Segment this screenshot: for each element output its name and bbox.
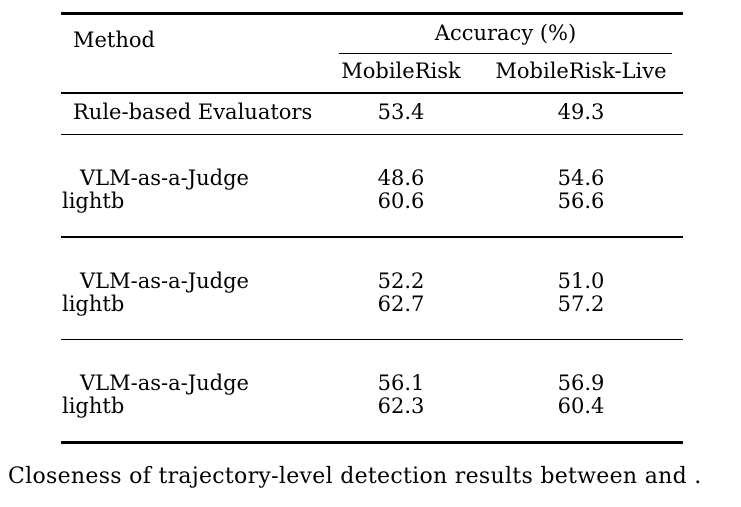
mobilerisk-live-value: 51.0 (557, 268, 605, 293)
mobilerisk-live-value: 57.2 (557, 291, 605, 316)
mobilerisk-value: 53.4 (377, 99, 425, 124)
table-caption: Closeness of trajectory-level detection … (8, 464, 702, 489)
results-table: Method Accuracy (%) MobileRisk MobileRis… (61, 12, 683, 444)
table-row: VLM-as-a-Judge 56.1 56.9 (61, 372, 683, 394)
table-header: Method Accuracy (%) MobileRisk MobileRis… (61, 15, 683, 93)
column-header-mobilerisk-live: MobileRisk-Live (495, 58, 667, 83)
section-rule-3 (61, 338, 683, 340)
section-rule-2 (61, 236, 683, 238)
mobilerisk-live-value: 56.6 (557, 189, 605, 213)
table-row-rule-based: Rule-based Evaluators 53.4 49.3 (61, 94, 683, 134)
mobilerisk-value: 56.1 (377, 371, 425, 395)
mobilerisk-live-value: 56.9 (557, 371, 605, 395)
column-header-mobilerisk: MobileRisk (341, 58, 461, 83)
mobilerisk-value: 60.6 (377, 189, 425, 213)
mobilerisk-live-value: 49.3 (557, 99, 605, 124)
subheader-spacer (61, 60, 339, 83)
table-row: lightb 62.7 57.2 (61, 293, 683, 315)
table-row: lightb 62.3 60.4 (61, 395, 683, 417)
method-cell: VLM-as-a-Judge (80, 268, 249, 293)
method-cell: Rule-based Evaluators (73, 99, 313, 124)
method-cell: lightb (62, 291, 125, 316)
mobilerisk-value: 62.3 (377, 394, 425, 418)
method-cell: VLM-as-a-Judge (80, 371, 249, 395)
subheader-row: MobileRisk MobileRisk-Live (61, 58, 683, 83)
table-row: lightb 60.6 56.6 (61, 190, 683, 212)
column-group-header-accuracy: Accuracy (%) (434, 20, 577, 45)
method-cell: VLM-as-a-Judge (80, 166, 249, 190)
column-header-method: Method (73, 27, 155, 52)
accuracy-group-underline (339, 52, 672, 54)
table-group-2: VLM-as-a-Judge 52.2 51.0 lightb 62.7 57.… (61, 238, 683, 339)
header-bottom-rule (61, 92, 683, 94)
section-rule-1 (61, 133, 683, 135)
mobilerisk-value: 48.6 (377, 166, 425, 190)
table-top-rule (61, 12, 683, 15)
table-group-3: VLM-as-a-Judge 56.1 56.9 lightb 62.3 60.… (61, 340, 683, 441)
table-row: VLM-as-a-Judge 52.2 51.0 (61, 270, 683, 292)
mobilerisk-value: 62.7 (377, 291, 425, 316)
mobilerisk-live-value: 60.4 (557, 394, 605, 418)
mobilerisk-live-value: 54.6 (557, 166, 605, 190)
method-cell: lightb (62, 189, 125, 213)
method-cell: lightb (62, 394, 125, 418)
mobilerisk-value: 52.2 (377, 268, 425, 293)
table-bottom-rule (61, 441, 683, 444)
table-row: VLM-as-a-Judge 48.6 54.6 (61, 167, 683, 189)
table-group-1: VLM-as-a-Judge 48.6 54.6 lightb 60.6 56.… (61, 135, 683, 236)
